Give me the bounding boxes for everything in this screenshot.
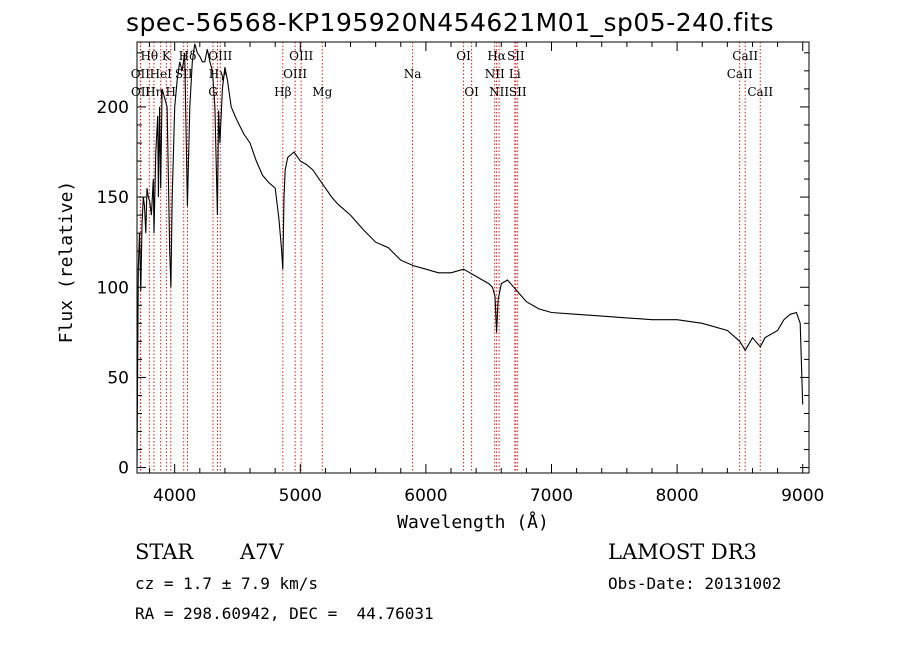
line-label-23: NII <box>489 85 509 99</box>
x-tick-label-3: 7000 <box>530 486 573 506</box>
line-label-18: OI <box>464 85 479 99</box>
line-label-13: OIII <box>289 49 313 63</box>
coordinates: RA = 298.60942, DEC = 44.76031 <box>135 604 434 623</box>
line-label-16: Na <box>404 67 422 81</box>
y-tick-label-4: 200 <box>97 98 129 118</box>
line-label-2: OII <box>131 85 151 99</box>
line-label-17: OI <box>456 49 471 63</box>
y-tick-label-2: 100 <box>97 278 129 298</box>
x-tick-label-0: 4000 <box>153 486 196 506</box>
line-label-7: SII <box>175 67 193 81</box>
line-label-14: OIII <box>283 67 307 81</box>
redshift-cz: cz = 1.7 ± 7.9 km/s <box>135 574 319 593</box>
x-axis-label: Wavelength (Å) <box>397 511 549 533</box>
line-label-0: Hθ <box>140 49 158 63</box>
line-label-11: G <box>208 85 218 99</box>
y-axis-ticks: 0 50 100 150 200 <box>97 52 809 479</box>
line-label-8: Hδ <box>179 49 197 63</box>
line-label-12: Hβ <box>274 85 291 99</box>
y-tick-label-1: 50 <box>107 368 129 388</box>
line-label-20: SII <box>507 49 525 63</box>
line-label-24: SII <box>509 85 527 99</box>
obs-date: Obs-Date: 20131002 <box>608 574 782 593</box>
line-label-3: Hη <box>145 85 163 99</box>
survey-name: LAMOST DR3 <box>608 540 757 564</box>
y-axis-label: Flux (relative) <box>56 181 77 344</box>
x-axis-ticks: 4000 5000 6000 7000 8000 9000 <box>149 42 824 506</box>
line-label-26: CaII <box>727 67 753 81</box>
chart-title: spec-56568-KP195920N454621M01_sp05-240.f… <box>126 8 774 37</box>
line-label-6: H <box>166 85 176 99</box>
y-tick-label-3: 150 <box>97 188 129 208</box>
line-label-25: CaII <box>732 49 758 63</box>
line-label-1: OII <box>131 67 151 81</box>
line-label-15: Mg <box>312 85 332 99</box>
y-tick-label-0: 0 <box>118 459 129 479</box>
x-tick-label-2: 6000 <box>404 486 447 506</box>
line-label-21: NII <box>485 67 505 81</box>
line-label-22: Li <box>509 67 521 81</box>
line-label-4: HeI <box>150 67 173 81</box>
object-class: STAR <box>135 540 194 564</box>
line-label-19: Hα <box>487 49 506 63</box>
x-tick-label-1: 5000 <box>279 486 322 506</box>
line-label-5: K <box>162 49 172 63</box>
spectrum-line <box>136 43 804 468</box>
plot-frame <box>136 41 810 474</box>
x-tick-label-4: 8000 <box>655 486 698 506</box>
spectral-line-markers <box>139 42 761 473</box>
line-label-9: OIII <box>208 49 232 63</box>
x-tick-label-5: 9000 <box>781 486 824 506</box>
subclass: A7V <box>240 540 284 564</box>
line-label-27: CaII <box>747 85 773 99</box>
